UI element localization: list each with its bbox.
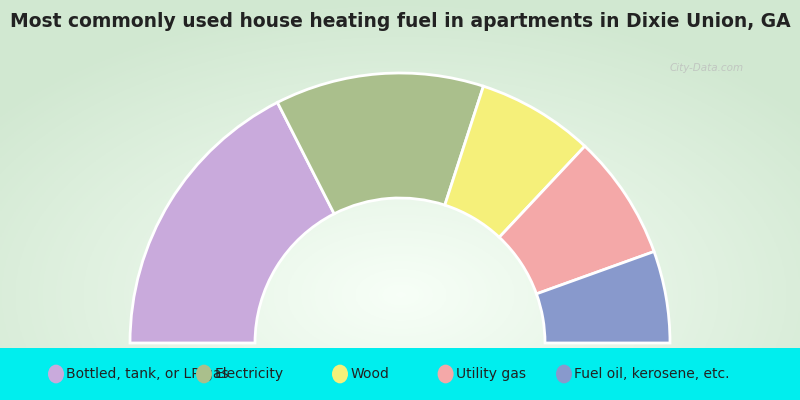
Wedge shape — [537, 252, 670, 343]
Wedge shape — [445, 86, 585, 237]
Wedge shape — [499, 146, 654, 294]
Ellipse shape — [48, 365, 64, 383]
Text: Utility gas: Utility gas — [456, 367, 526, 381]
Text: Electricity: Electricity — [214, 367, 283, 381]
Text: Wood: Wood — [350, 367, 390, 381]
Text: Fuel oil, kerosene, etc.: Fuel oil, kerosene, etc. — [574, 367, 730, 381]
Text: City-Data.com: City-Data.com — [670, 63, 744, 73]
Ellipse shape — [332, 365, 348, 383]
Wedge shape — [278, 73, 483, 214]
Ellipse shape — [438, 365, 454, 383]
Ellipse shape — [196, 365, 212, 383]
Text: Bottled, tank, or LP gas: Bottled, tank, or LP gas — [66, 367, 229, 381]
Text: Most commonly used house heating fuel in apartments in Dixie Union, GA: Most commonly used house heating fuel in… — [10, 12, 790, 31]
Ellipse shape — [556, 365, 572, 383]
Wedge shape — [130, 102, 334, 343]
